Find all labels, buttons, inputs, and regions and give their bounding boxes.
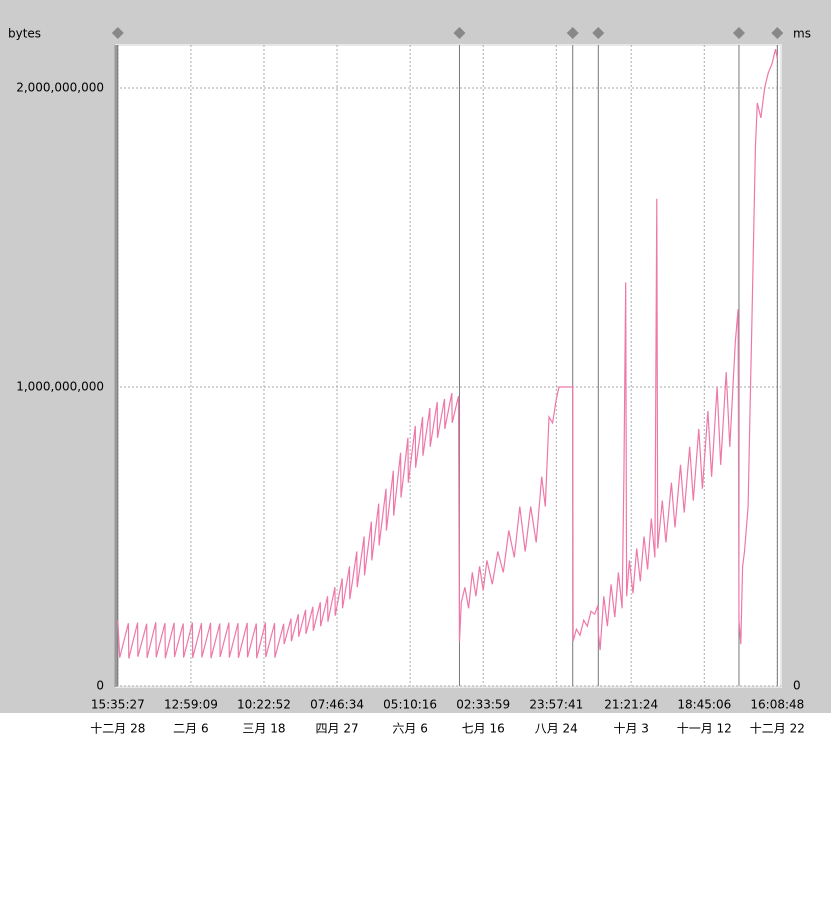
- y-tick-label: 1,000,000,000: [16, 380, 104, 394]
- x-tick-date: 三月 18: [242, 722, 285, 736]
- x-tick-date: 十一月 12: [677, 722, 732, 736]
- x-tick-date: 四月 27: [316, 722, 359, 736]
- x-tick-date: 七月 16: [462, 722, 505, 736]
- event-marker: [592, 27, 605, 39]
- x-tick-date: 十二月 28: [90, 722, 145, 736]
- x-tick-date: 二月 6: [173, 722, 208, 736]
- x-tick-date: 十月 3: [613, 722, 648, 736]
- x-tick-label: 23:57:41: [529, 698, 583, 712]
- x-tick-label: 15:35:27: [91, 698, 145, 712]
- event-marker: [111, 27, 124, 39]
- y2-tick-label: 0: [793, 679, 801, 693]
- y-tick-label: 0: [96, 679, 104, 693]
- x-tick-date: 十二月 22: [750, 722, 805, 736]
- x-tick-label: 02:33:59: [456, 698, 510, 712]
- y-tick-label: 2,000,000,000: [16, 81, 104, 95]
- x-tick-label: 21:21:24: [604, 698, 658, 712]
- plot-area: [115, 44, 782, 688]
- y-axis-label: bytes: [8, 27, 41, 41]
- event-marker: [566, 27, 579, 39]
- x-tick-label: 07:46:34: [310, 698, 364, 712]
- x-tick-date: 六月 6: [392, 722, 427, 736]
- x-tick-date: 八月 24: [535, 722, 578, 736]
- y2-axis-label: ms: [793, 27, 811, 41]
- x-tick-label: 18:45:06: [677, 698, 731, 712]
- x-tick-label: 05:10:16: [383, 698, 437, 712]
- x-tick-label: 16:08:48: [750, 698, 804, 712]
- event-marker: [771, 27, 784, 39]
- event-marker: [732, 27, 745, 39]
- x-tick-label: 12:59:09: [164, 698, 218, 712]
- data-line: [117, 49, 778, 659]
- x-tick-label: 10:22:52: [237, 698, 291, 712]
- event-marker: [453, 27, 466, 39]
